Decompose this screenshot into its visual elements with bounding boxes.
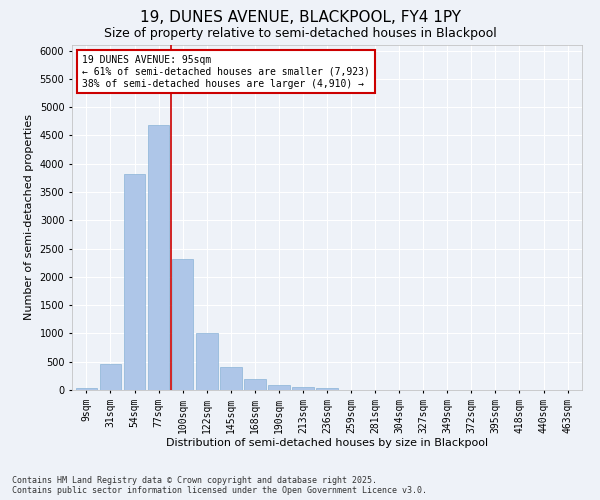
Bar bbox=[268, 386, 290, 390]
Bar bbox=[76, 388, 97, 390]
Y-axis label: Number of semi-detached properties: Number of semi-detached properties bbox=[24, 114, 34, 320]
Bar bbox=[196, 334, 218, 390]
Bar bbox=[100, 364, 121, 390]
Text: 19 DUNES AVENUE: 95sqm
← 61% of semi-detached houses are smaller (7,923)
38% of : 19 DUNES AVENUE: 95sqm ← 61% of semi-det… bbox=[82, 56, 370, 88]
Bar bbox=[244, 380, 266, 390]
Bar bbox=[148, 126, 169, 390]
Bar bbox=[292, 387, 314, 390]
Bar bbox=[172, 260, 193, 390]
Text: Contains HM Land Registry data © Crown copyright and database right 2025.
Contai: Contains HM Land Registry data © Crown c… bbox=[12, 476, 427, 495]
Bar bbox=[316, 388, 338, 390]
X-axis label: Distribution of semi-detached houses by size in Blackpool: Distribution of semi-detached houses by … bbox=[166, 438, 488, 448]
Text: 19, DUNES AVENUE, BLACKPOOL, FY4 1PY: 19, DUNES AVENUE, BLACKPOOL, FY4 1PY bbox=[139, 10, 461, 25]
Text: Size of property relative to semi-detached houses in Blackpool: Size of property relative to semi-detach… bbox=[104, 28, 496, 40]
Bar bbox=[220, 367, 242, 390]
Bar bbox=[124, 174, 145, 390]
